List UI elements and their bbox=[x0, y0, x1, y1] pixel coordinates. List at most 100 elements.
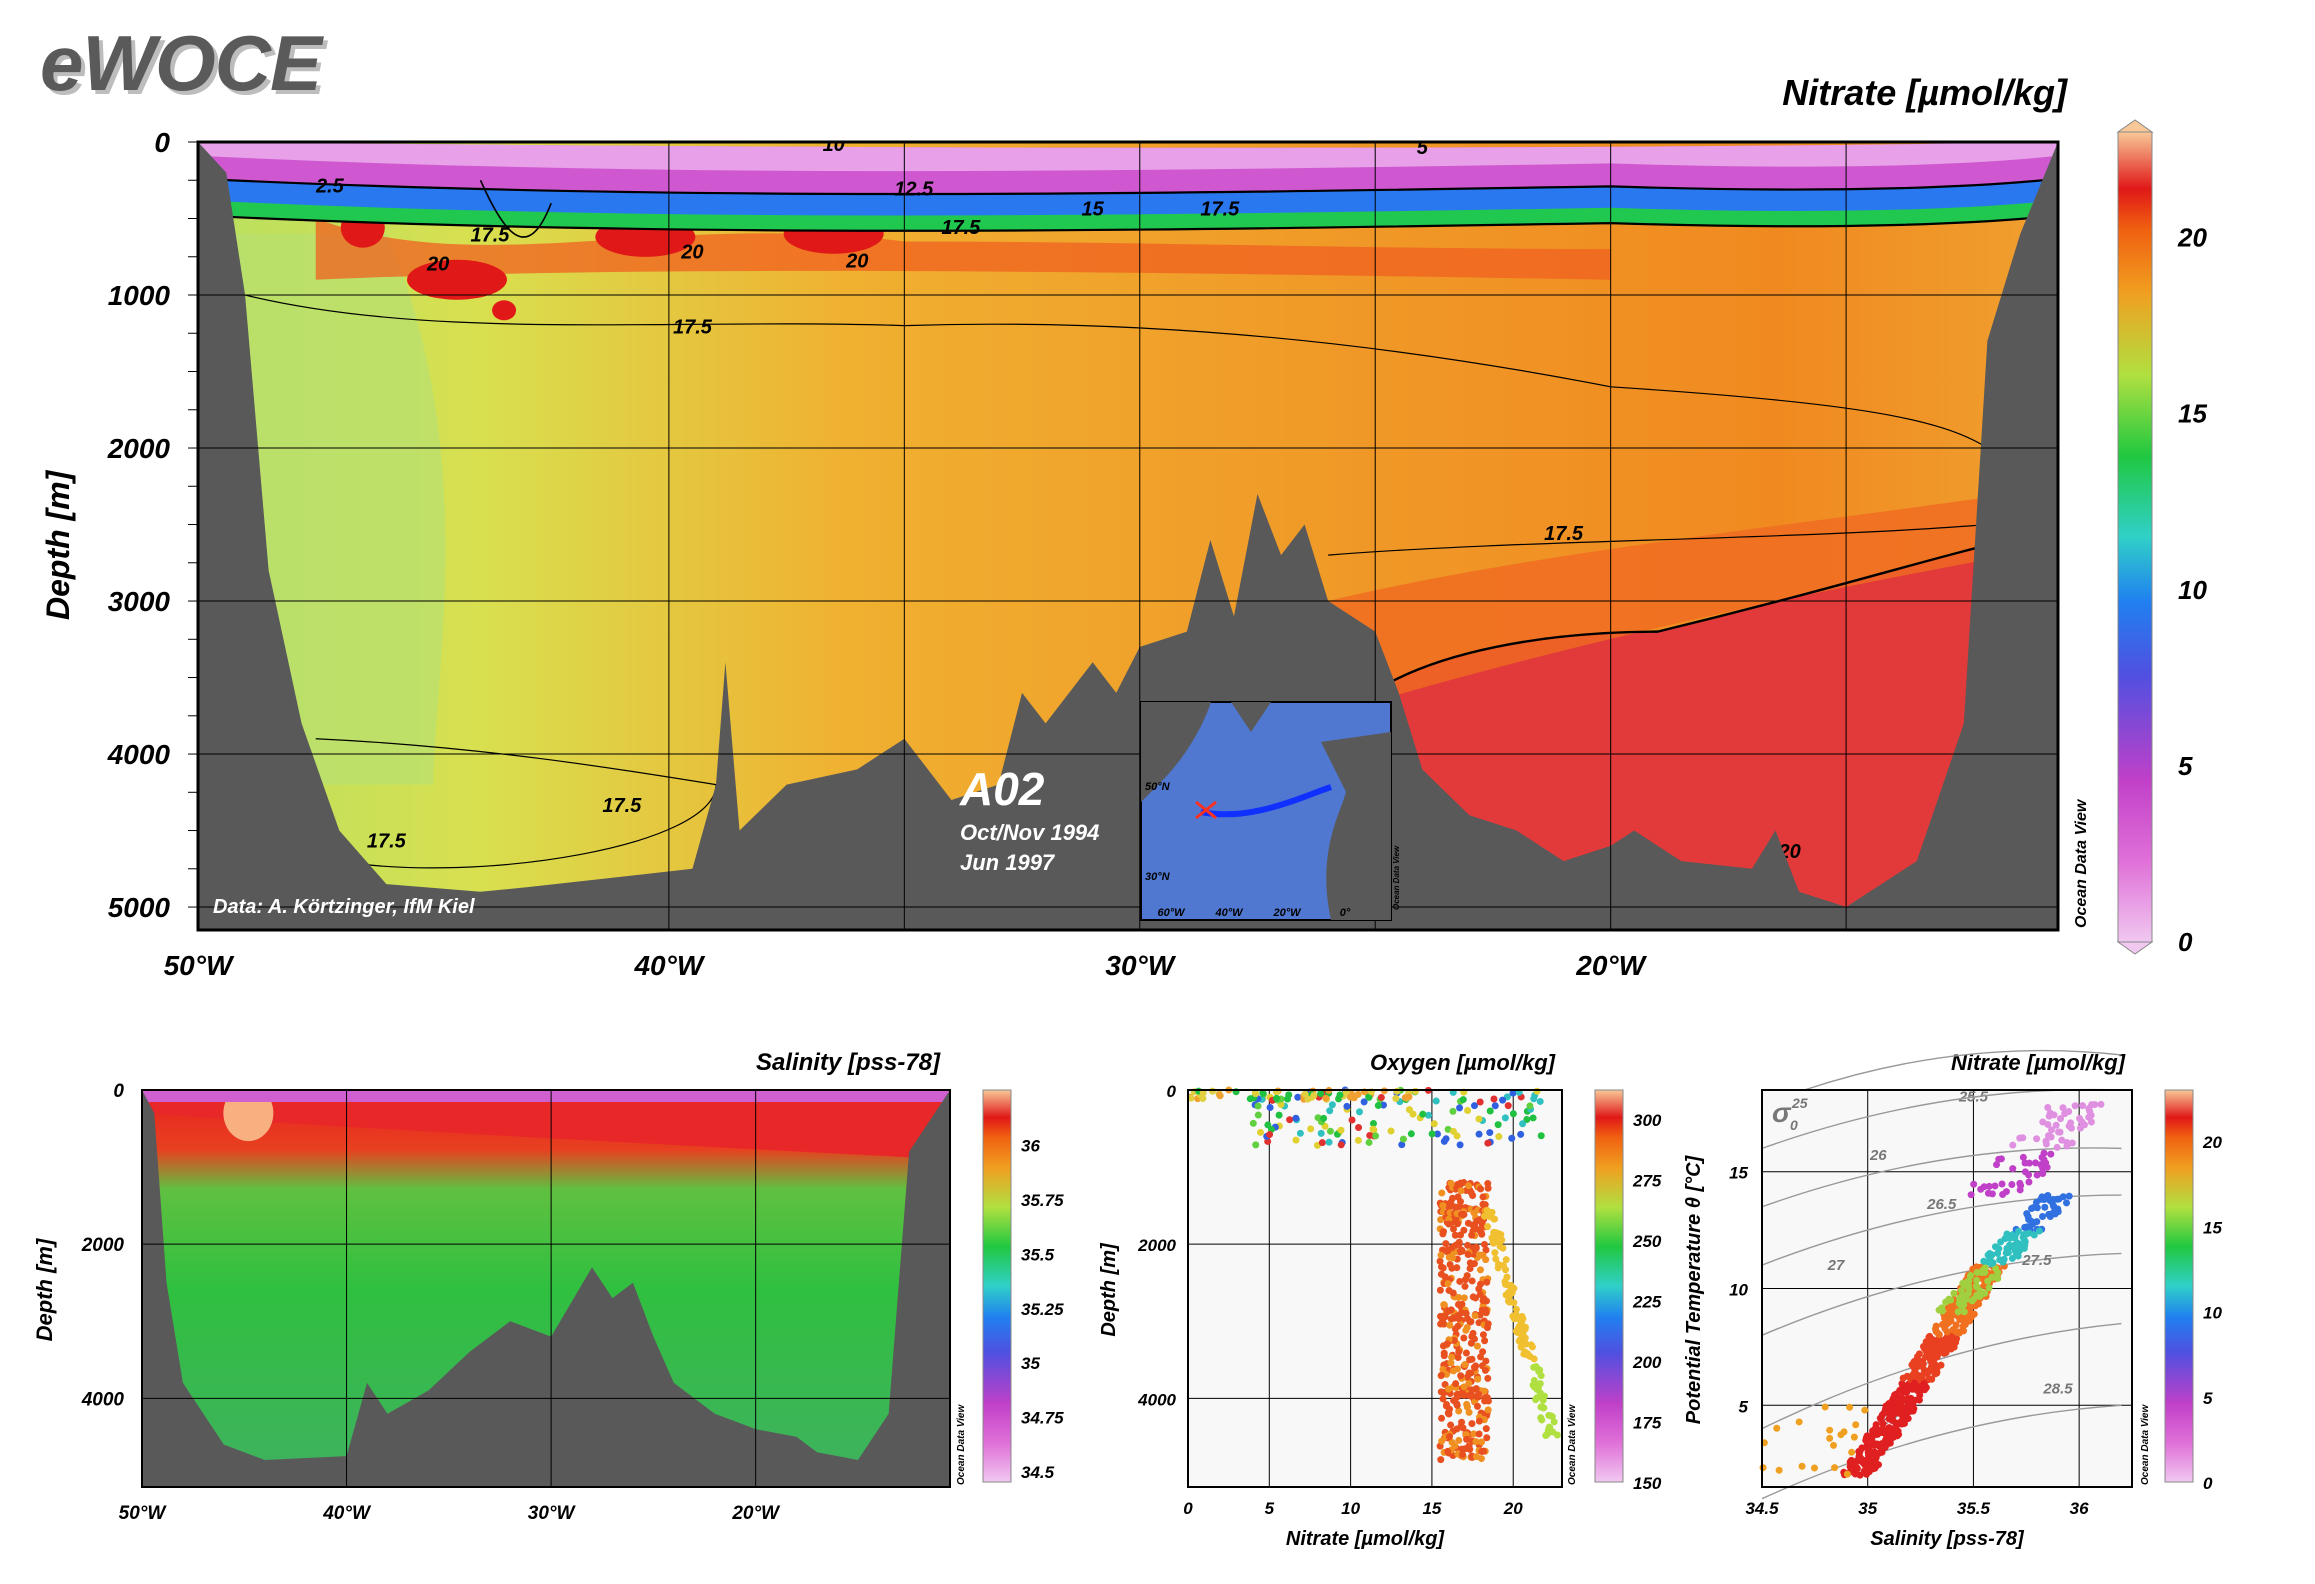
oxygen-point bbox=[1491, 1249, 1499, 1257]
nitrate-section-frame bbox=[196, 140, 2060, 932]
oxygen-point bbox=[1450, 1397, 1458, 1405]
ts-point bbox=[1958, 1302, 1966, 1310]
oxygen-point bbox=[1254, 1111, 1262, 1119]
inset-lon-label: 20°W bbox=[1272, 907, 1302, 919]
contour-label: 17.5 bbox=[1544, 523, 1584, 545]
oxygen-point bbox=[1512, 1327, 1520, 1335]
oxygen-point bbox=[1286, 1116, 1294, 1124]
oxygen-point bbox=[1492, 1255, 1500, 1263]
ts-point bbox=[1966, 1305, 1974, 1313]
y-tick-label: 0 bbox=[154, 127, 170, 158]
oxygen-point bbox=[1440, 1349, 1448, 1357]
oxygen-point bbox=[1447, 1198, 1455, 1206]
ts-point bbox=[1957, 1295, 1965, 1303]
oxygen-point bbox=[1486, 1107, 1494, 1115]
oxygen-point bbox=[1463, 1323, 1471, 1331]
ts-point bbox=[1904, 1403, 1912, 1411]
oxygen-point bbox=[1482, 1308, 1490, 1316]
oxygen-point bbox=[1532, 1396, 1540, 1404]
oxygen-point bbox=[1534, 1384, 1542, 1392]
oxygen-point bbox=[1462, 1309, 1470, 1317]
y-tick-label: 4000 bbox=[81, 1389, 125, 1410]
oxygen-point bbox=[1273, 1094, 1281, 1102]
oxygen-point bbox=[1464, 1241, 1472, 1249]
oxygen-point bbox=[1457, 1187, 1465, 1195]
ts-point bbox=[1985, 1284, 1993, 1292]
ts-point bbox=[1863, 1441, 1871, 1449]
oxygen-point bbox=[1432, 1097, 1440, 1105]
oxygen-point bbox=[1337, 1141, 1345, 1149]
ts-point bbox=[2008, 1254, 2016, 1262]
oxygen-point bbox=[1459, 1391, 1467, 1399]
oxygen-point bbox=[1517, 1130, 1525, 1138]
oxygen-point bbox=[1495, 1230, 1503, 1238]
oxygen-point bbox=[1379, 1101, 1387, 1109]
oxygen-point bbox=[1419, 1110, 1427, 1118]
oxygen-point bbox=[1407, 1130, 1415, 1138]
ts-point bbox=[1759, 1464, 1767, 1472]
contour-15 bbox=[198, 214, 2058, 232]
oxygen-point bbox=[1466, 1264, 1474, 1272]
oxygen-point bbox=[1521, 1334, 1529, 1342]
oxygen-point bbox=[1471, 1312, 1479, 1320]
contour-label: 20 bbox=[426, 254, 449, 276]
ts-point bbox=[1968, 1297, 1976, 1305]
x-tick-label: 50°W bbox=[119, 1503, 168, 1524]
x-tick-label: 36 bbox=[2070, 1499, 2089, 1518]
x-tick-label: 34.5 bbox=[1745, 1499, 1779, 1518]
ts-point bbox=[1881, 1443, 1889, 1451]
isopycnal-line bbox=[1761, 1194, 2122, 1266]
oxygen-point bbox=[1474, 1393, 1482, 1401]
oxygen-point bbox=[1360, 1098, 1368, 1106]
ts-point bbox=[1952, 1338, 1960, 1346]
ts-point bbox=[2050, 1203, 2058, 1211]
ts-point bbox=[1997, 1238, 2005, 1246]
oxygen-title: Oxygen [µmol/kg] bbox=[1370, 1050, 1556, 1075]
oxygen-point bbox=[1490, 1095, 1498, 1103]
colorbar-tick-label: 15 bbox=[2203, 1218, 2222, 1237]
x-tick-label: 20°W bbox=[731, 1503, 781, 1524]
oxygen-point bbox=[1521, 1325, 1529, 1333]
isopycnal-label: 27.5 bbox=[2021, 1252, 2052, 1269]
ts-point bbox=[1886, 1407, 1894, 1415]
oxygen-point bbox=[1275, 1111, 1283, 1119]
colorbar-tick-label: 300 bbox=[1633, 1111, 1662, 1130]
ts-point bbox=[1892, 1390, 1900, 1398]
ts-point bbox=[2008, 1180, 2016, 1188]
colorbar-tick-label: 275 bbox=[1632, 1172, 1662, 1191]
ts-point bbox=[1963, 1313, 1971, 1321]
ts-point bbox=[1985, 1182, 1993, 1190]
ts-point bbox=[1922, 1347, 1930, 1355]
oxygen-point bbox=[1459, 1451, 1467, 1459]
ts-point bbox=[2047, 1126, 2055, 1134]
oxygen-point bbox=[1453, 1401, 1461, 1409]
ts-point bbox=[1989, 1273, 1997, 1281]
oxygen-point bbox=[1461, 1276, 1469, 1284]
ts-point bbox=[1843, 1470, 1851, 1478]
colorbar-tick-label: 5 bbox=[2178, 751, 2193, 781]
oxygen-point bbox=[1452, 1241, 1460, 1249]
contour-17-5-east bbox=[1328, 523, 1988, 556]
oxygen-point bbox=[1483, 1434, 1491, 1442]
x-tick-label: 40°W bbox=[322, 1503, 372, 1524]
ts-point bbox=[2021, 1159, 2029, 1167]
oxygen-point bbox=[1464, 1107, 1472, 1115]
oxygen-point bbox=[1501, 1280, 1509, 1288]
oxygen-point bbox=[1484, 1223, 1492, 1231]
oxygen-point bbox=[1456, 1179, 1464, 1187]
oxygen-point bbox=[1475, 1417, 1483, 1425]
oxygen-point bbox=[1462, 1349, 1470, 1357]
ts-ylabel: Potential Temperature θ [°C] bbox=[1683, 1154, 1705, 1424]
ts-point bbox=[1892, 1426, 1900, 1434]
oxygen-point bbox=[1536, 1097, 1544, 1105]
oxygen-point bbox=[1442, 1135, 1450, 1143]
oxygen-point bbox=[1446, 1321, 1454, 1329]
oxygen-point bbox=[1499, 1261, 1507, 1269]
isopycnal-label: 28.5 bbox=[2042, 1381, 2073, 1398]
ts-point bbox=[2040, 1149, 2048, 1157]
oxygen-point bbox=[1455, 1293, 1463, 1301]
ts-point bbox=[2055, 1195, 2063, 1203]
ts-point bbox=[2009, 1141, 2017, 1149]
oxygen-point bbox=[1529, 1114, 1537, 1122]
x-tick-label: 10 bbox=[1341, 1499, 1360, 1518]
